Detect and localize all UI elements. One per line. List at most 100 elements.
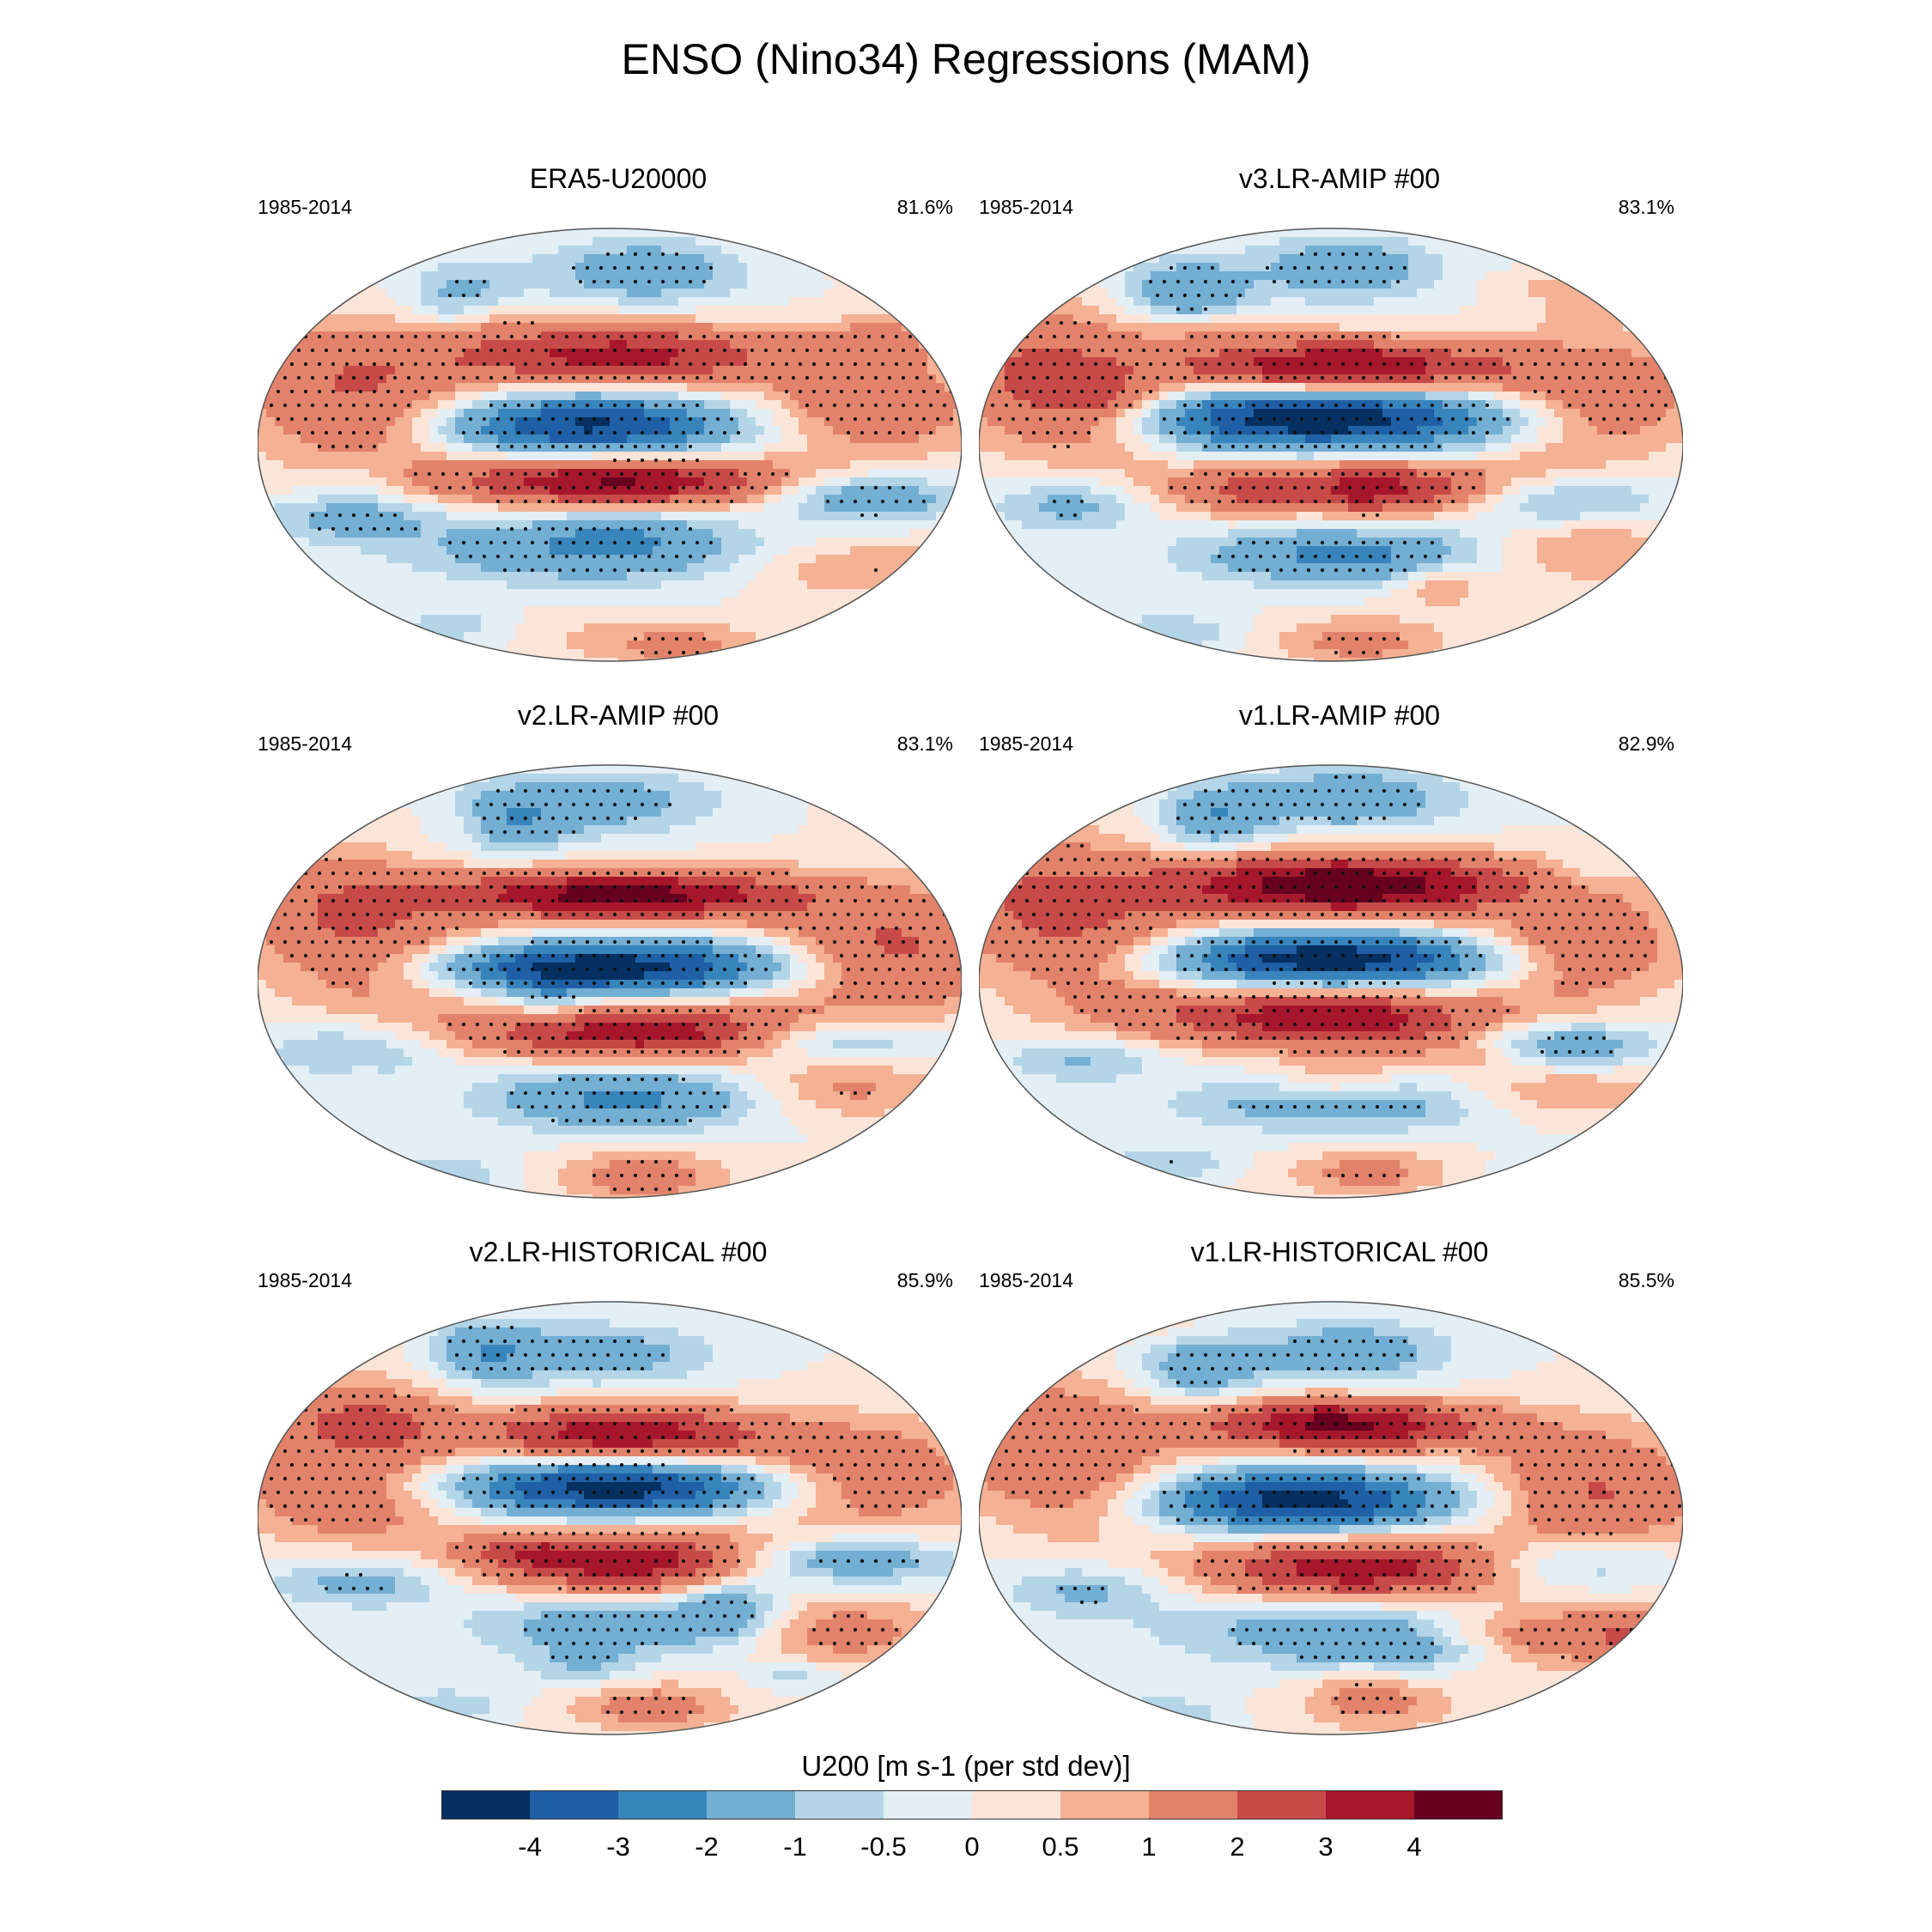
- field-cell: [532, 572, 542, 581]
- field-cell: [309, 460, 319, 470]
- field-cell: [335, 460, 344, 470]
- field-cell: [824, 538, 834, 547]
- field-cell: [592, 555, 602, 564]
- stipple-dot: [427, 361, 432, 367]
- field-cell: [910, 580, 920, 590]
- field-cell: [378, 580, 387, 590]
- stipple-dot: [351, 348, 356, 353]
- field-cell: [592, 271, 602, 281]
- field-cell: [541, 503, 550, 513]
- field-cell: [884, 503, 894, 513]
- field-cell: [489, 460, 499, 470]
- field-cell: [1133, 228, 1143, 238]
- field-cell: [678, 598, 688, 607]
- field-cell: [266, 538, 276, 547]
- field-cell: [824, 400, 834, 410]
- field-cell: [275, 434, 284, 444]
- stipple-dot: [640, 375, 645, 380]
- field-cell: [541, 658, 550, 661]
- field-cell: [472, 246, 482, 255]
- field-cell: [464, 331, 473, 341]
- field-cell: [618, 546, 628, 556]
- field-cell: [945, 555, 954, 564]
- field-cell: [489, 417, 499, 427]
- field-cell: [876, 546, 885, 556]
- field-cell: [421, 434, 430, 444]
- field-cell: [412, 297, 422, 307]
- stipple-dot: [626, 458, 631, 463]
- field-cell: [464, 289, 473, 298]
- field-cell: [936, 331, 945, 341]
- field-cell: [678, 572, 688, 581]
- field-cell: [945, 529, 954, 538]
- field-cell: [558, 649, 568, 659]
- field-cell: [489, 340, 499, 349]
- field-cell: [610, 383, 619, 392]
- field-cell: [696, 623, 705, 633]
- field-cell: [429, 271, 439, 281]
- field-cell: [601, 400, 611, 410]
- stipple-dot: [372, 361, 377, 367]
- field-cell: [395, 632, 404, 641]
- field-cell: [738, 297, 748, 307]
- field-cell: [824, 503, 834, 513]
- stipple-dot: [495, 444, 501, 449]
- field-cell: [919, 598, 928, 607]
- field-cell: [799, 658, 808, 661]
- stipple-dot: [578, 334, 583, 339]
- field-cell: [404, 641, 413, 650]
- field-cell: [258, 263, 267, 272]
- stipple-dot: [633, 499, 638, 504]
- field-cell: [404, 546, 413, 556]
- field-cell: [386, 563, 396, 573]
- stipple-dot: [592, 444, 597, 449]
- stipple-dot: [612, 540, 617, 545]
- field-cell: [841, 649, 851, 659]
- field-cell: [850, 340, 860, 349]
- field-cell: [438, 598, 447, 607]
- field-cell: [258, 546, 267, 556]
- field-cell: [412, 658, 422, 661]
- field-cell: [361, 443, 370, 453]
- field-cell: [386, 357, 396, 367]
- stipple-dot: [489, 375, 494, 380]
- field-cell: [850, 563, 860, 573]
- field-cell: [841, 383, 851, 392]
- field-cell: [575, 598, 585, 607]
- stipple-dot: [688, 636, 693, 641]
- field-cell: [919, 512, 928, 521]
- field-cell: [910, 529, 920, 538]
- field-cell: [678, 658, 688, 661]
- field-cell: [687, 289, 696, 298]
- field-cell: [704, 641, 714, 650]
- field-cell: [644, 409, 653, 418]
- field-cell: [687, 503, 696, 513]
- field-cell: [318, 228, 327, 238]
- field-cell: [610, 589, 619, 598]
- field-cell: [421, 314, 430, 324]
- field-cell: [713, 520, 722, 530]
- field-cell: [472, 512, 482, 521]
- field-cell: [489, 615, 499, 624]
- field-cell: [584, 589, 593, 598]
- field-cell: [1176, 228, 1186, 238]
- field-cell: [841, 426, 851, 435]
- field-cell: [429, 443, 439, 453]
- field-cell: [781, 512, 791, 521]
- field-cell: [721, 366, 731, 375]
- field-cell: [919, 495, 928, 504]
- field-cell: [335, 254, 344, 264]
- field-cell: [584, 443, 593, 453]
- field-cell: [833, 460, 842, 470]
- field-cell: [833, 246, 842, 255]
- field-cell: [627, 349, 636, 358]
- field-cell: [764, 477, 774, 487]
- field-cell: [301, 400, 310, 410]
- field-cell: [507, 598, 516, 607]
- field-cell: [498, 383, 507, 392]
- field-cell: [953, 289, 962, 298]
- field-cell: [275, 589, 284, 598]
- field-cell: [326, 598, 336, 607]
- field-cell: [507, 503, 516, 513]
- field-cell: [567, 658, 576, 661]
